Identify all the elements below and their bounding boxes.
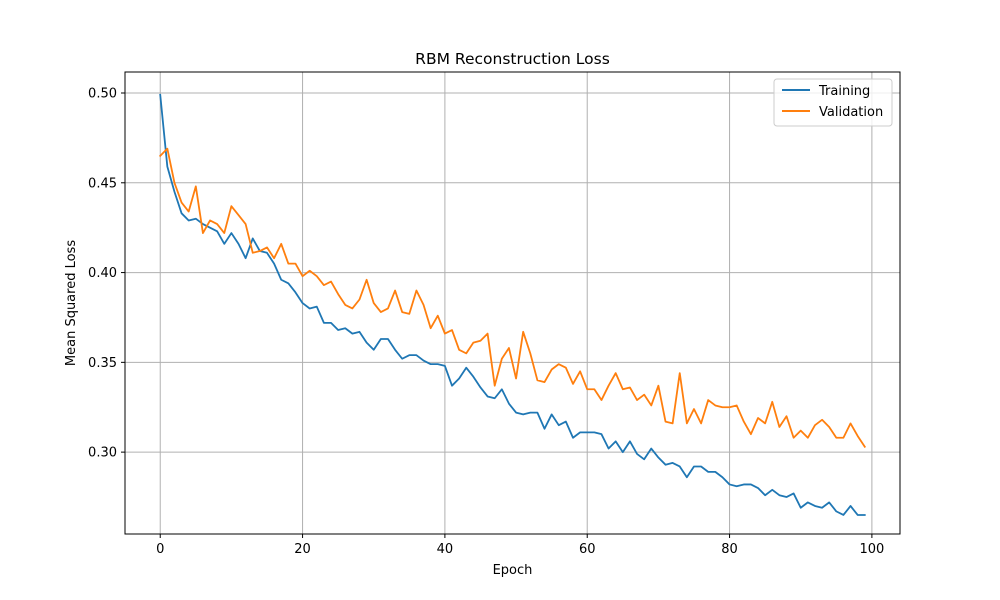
series-line-validation: [158, 147, 867, 448]
legend-label-validation: Validation: [819, 105, 883, 120]
chart-title: RBM Reconstruction Loss: [415, 50, 610, 68]
x-tick-label: 100: [859, 542, 884, 557]
x-tick-label: 40: [437, 542, 454, 557]
y-axis-ticks: 0.30 0.35 0.40 0.45 0.50: [88, 87, 125, 461]
series-lines: [158, 93, 867, 516]
plot-frame: [124, 71, 901, 535]
x-tick-label: 0: [156, 542, 164, 557]
x-axis-title: Epoch: [493, 563, 533, 578]
y-tick-label: 0.30: [88, 446, 117, 461]
legend: Training Validation: [773, 78, 893, 127]
y-axis-title: Mean Squared Loss: [64, 240, 79, 366]
y-tick-label: 0.35: [88, 356, 117, 371]
x-axis-ticks: 0 20 40 60 80 100: [156, 534, 884, 557]
y-tick-label: 0.40: [88, 266, 117, 281]
series-line-training: [159, 93, 866, 516]
x-tick-label: 20: [294, 542, 311, 557]
x-tick-label: 60: [579, 542, 596, 557]
grid-lines: [125, 72, 900, 534]
y-tick-label: 0.45: [88, 176, 117, 191]
x-tick-label: 80: [721, 542, 738, 557]
y-tick-label: 0.50: [88, 87, 117, 102]
legend-label-training: Training: [818, 84, 870, 99]
